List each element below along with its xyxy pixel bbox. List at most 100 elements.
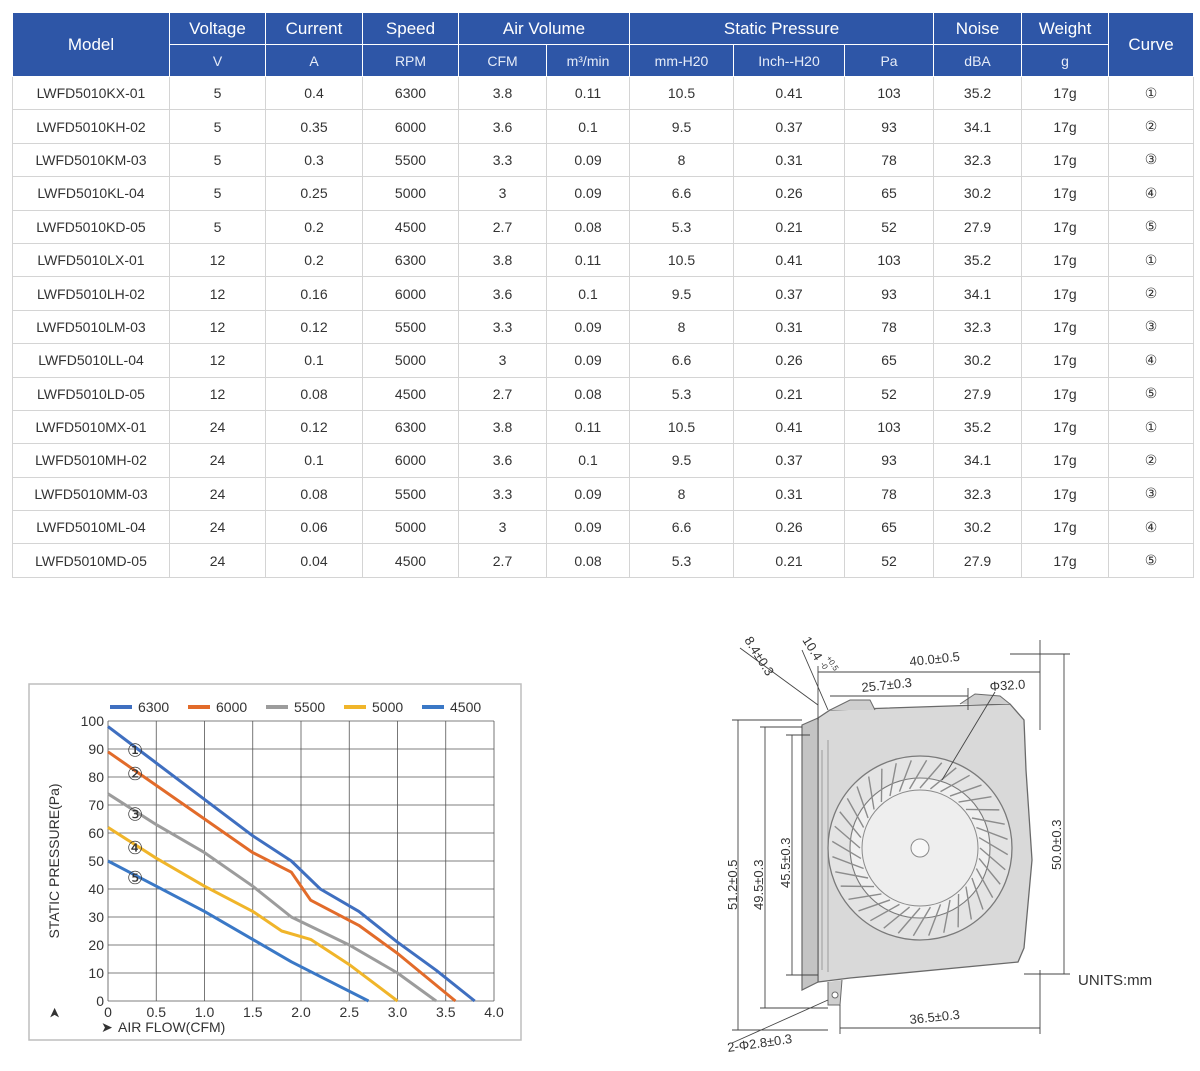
cell-cfm: 3 — [458, 176, 547, 211]
impeller-blade — [949, 784, 982, 797]
header-model: Model — [12, 12, 170, 77]
cell-speed: 5500 — [362, 142, 459, 178]
cell-speed: 6300 — [362, 409, 459, 445]
cell-weight: 17g — [1021, 109, 1110, 144]
dim-8-4: 8.4±0.3 — [741, 634, 777, 679]
cell-model: LWFD5010KD-05 — [12, 209, 170, 244]
x-tick-label: 1.5 — [243, 1004, 263, 1020]
cell-cfm: 3.6 — [458, 443, 547, 478]
cell-cfm: 3 — [458, 510, 547, 545]
header-weight: Weight — [1021, 12, 1110, 45]
cell-cfm: 2.7 — [458, 376, 547, 411]
impeller-blade — [919, 762, 943, 789]
header-curve: Curve — [1108, 12, 1195, 77]
impeller-blades — [831, 759, 1009, 937]
cell-weight: 17g — [1021, 510, 1110, 545]
cell-weight: 17g — [1021, 142, 1110, 178]
cell-dba: 34.1 — [933, 443, 1023, 478]
series-line-6000 — [107, 750, 457, 1003]
cell-inch-h2o: 0.37 — [733, 109, 846, 144]
unit-cell: CFM — [458, 44, 547, 77]
series-line-6300 — [107, 725, 476, 1003]
unit-cell: dBA — [933, 44, 1023, 77]
cell-mm-h2o: 10.5 — [629, 242, 735, 278]
cell-weight: 17g — [1021, 309, 1110, 345]
impeller-blade — [883, 906, 911, 929]
cell-cfm: 3.3 — [458, 476, 547, 512]
cell-curve: ① — [1108, 75, 1195, 111]
cell-weight: 17g — [1021, 476, 1110, 512]
y-axis-arrow: ➤ — [47, 1007, 63, 1019]
cell-cfm: 3.8 — [458, 75, 547, 111]
impeller-blade — [965, 886, 973, 920]
cell-current: 0.2 — [265, 209, 363, 244]
impeller-blade — [978, 836, 1009, 856]
cell-curve: ⑤ — [1108, 543, 1195, 578]
series-line-5000 — [107, 826, 399, 1003]
cell-cfm: 3.8 — [458, 409, 547, 445]
chart-curve-markers: ① ② ③ ④ ⑤ — [127, 740, 143, 889]
cell-curve: ② — [1108, 109, 1195, 144]
cell-speed: 4500 — [362, 543, 459, 578]
impeller-blade — [867, 776, 875, 810]
chart-lines — [107, 725, 476, 1003]
cell-voltage: 5 — [169, 109, 266, 144]
cell-speed: 6000 — [362, 276, 459, 311]
cell-model: LWFD5010LL-04 — [12, 343, 170, 378]
cell-weight: 17g — [1021, 376, 1110, 411]
cell-pa: 103 — [844, 242, 935, 278]
unit-cell: mm-H20 — [629, 44, 735, 77]
cell-inch-h2o: 0.37 — [733, 276, 846, 311]
impeller-blade — [889, 763, 897, 797]
cell-dba: 30.2 — [933, 176, 1023, 211]
cell-voltage: 5 — [169, 209, 266, 244]
table-row: LWFD5010KH-02 5 0.35 6000 3.6 0.1 9.5 0.37 93 34.… — [12, 109, 1195, 144]
cell-pa: 65 — [844, 343, 935, 378]
table-row: LWFD5010LM-03 12 0.12 5500 3.3 0.09 8 0.31 78 32.… — [12, 309, 1195, 345]
x-tick-label: 2.5 — [340, 1004, 360, 1020]
x-axis-arrow: ➤ — [101, 1020, 113, 1036]
cell-speed: 5000 — [362, 510, 459, 545]
y-tick-label: 50 — [88, 853, 104, 869]
cell-model: LWFD5010MD-05 — [12, 543, 170, 578]
cell-cfm: 2.7 — [458, 543, 547, 578]
cell-voltage: 12 — [169, 376, 266, 411]
chart-ticks: 0 0.5 1.0 1.5 2.0 2.5 3.0 3.5 4.0 0 10 20 30 40 50 60 70… — [81, 713, 504, 1020]
table-row: LWFD5010LX-01 12 0.2 6300 3.8 0.11 10.5 0.41 103… — [12, 242, 1195, 278]
spec-table-body: LWFD5010KX-01 5 0.4 6300 3.8 0.11 10.5 0.41 103 3… — [12, 75, 1195, 578]
cell-weight: 17g — [1021, 209, 1110, 244]
dimension-lines — [731, 640, 1070, 1044]
cell-curve: ③ — [1108, 309, 1195, 345]
cell-curve: ④ — [1108, 176, 1195, 211]
unit-cell: m³/min — [545, 44, 631, 77]
cell-mm-h2o: 6.6 — [629, 176, 735, 211]
cell-voltage: 5 — [169, 142, 266, 178]
cell-inch-h2o: 0.41 — [733, 409, 846, 445]
y-tick-label: 100 — [81, 713, 105, 729]
legend-label-5500: 5500 — [294, 699, 325, 715]
cell-voltage: 5 — [169, 176, 266, 211]
y-tick-label: 40 — [88, 881, 104, 897]
impeller-blade — [835, 871, 869, 879]
cell-m3-min: 0.1 — [545, 276, 631, 311]
x-tick-label: 3.5 — [436, 1004, 456, 1020]
cell-cfm: 3.3 — [458, 309, 547, 345]
cell-pa: 103 — [844, 409, 935, 445]
cell-m3-min: 0.11 — [545, 409, 631, 445]
table-row: LWFD5010KL-04 5 0.25 5000 3 0.09 6.6 0.26 65 30.2… — [12, 176, 1195, 211]
cell-inch-h2o: 0.26 — [733, 510, 846, 545]
cell-model: LWFD5010LH-02 — [12, 276, 170, 311]
cell-cfm: 3 — [458, 343, 547, 378]
impeller-blade — [971, 817, 1005, 825]
impeller-blade — [940, 774, 970, 793]
table-row: LWFD5010KD-05 5 0.2 4500 2.7 0.08 5.3 0.21 52 27.… — [12, 209, 1195, 244]
y-tick-label: 30 — [88, 909, 104, 925]
cell-m3-min: 0.09 — [545, 309, 631, 345]
x-tick-label: 4.0 — [484, 1004, 504, 1020]
cell-m3-min: 0.1 — [545, 109, 631, 144]
header-current: Current — [265, 12, 363, 45]
cell-curve: ① — [1108, 409, 1195, 445]
cell-model: LWFD5010LM-03 — [12, 309, 170, 345]
cell-pa: 65 — [844, 176, 935, 211]
unit-cell: Pa — [844, 44, 935, 77]
